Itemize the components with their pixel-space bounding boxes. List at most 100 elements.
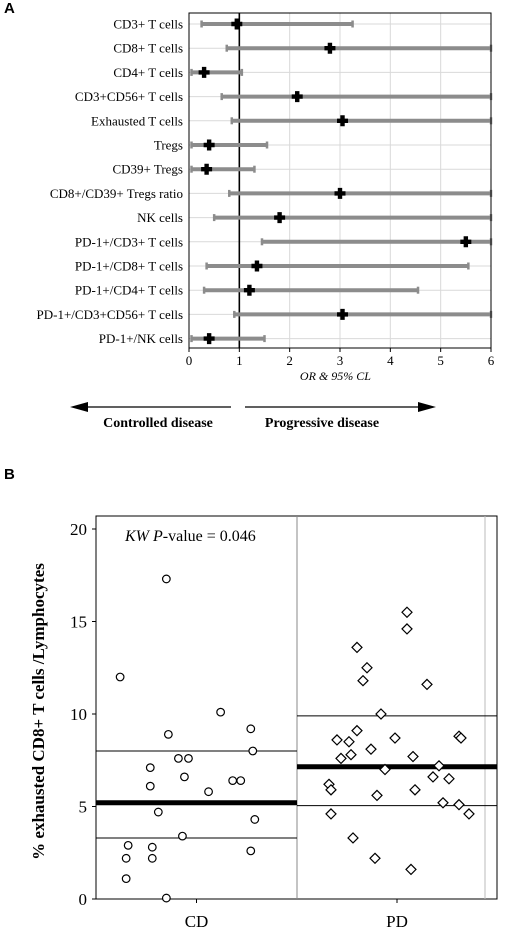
x-category-label: PD xyxy=(386,912,408,930)
row-label: CD8+/CD39+ Tregs ratio xyxy=(50,186,183,201)
cd-point xyxy=(236,776,246,786)
row-label: PD-1+/CD3+ T cells xyxy=(75,234,183,249)
controlled-disease-label: Controlled disease xyxy=(103,416,213,431)
cd-point xyxy=(121,853,131,863)
cd-point xyxy=(178,831,187,841)
panel-a-label: A xyxy=(4,0,15,17)
cd-point xyxy=(115,672,125,682)
pd-point xyxy=(335,752,347,765)
pd-point xyxy=(351,641,363,654)
x-axis-label: OR & 95% CL xyxy=(300,369,371,383)
pd-point xyxy=(375,708,387,720)
pd-point xyxy=(369,852,381,865)
or-point xyxy=(201,163,213,175)
pd-point xyxy=(409,784,421,796)
pd-point xyxy=(343,735,355,748)
row-label: PD-1+/CD8+ T cells xyxy=(75,259,183,274)
pd-point xyxy=(347,832,359,844)
pd-point xyxy=(371,789,383,802)
y-tick-label: 0 xyxy=(79,890,88,909)
or-point xyxy=(337,308,349,320)
cd-point xyxy=(204,787,213,797)
y-tick-label: 20 xyxy=(70,520,87,539)
pd-point xyxy=(325,784,337,796)
cd-point xyxy=(145,781,155,791)
pd-point xyxy=(453,798,465,811)
kw-p-italic: KW P xyxy=(124,528,163,545)
or-point xyxy=(251,260,263,272)
row-label: CD8+ T cells xyxy=(113,41,183,56)
arrow-left-head xyxy=(70,402,88,412)
row-label: CD3+CD56+ T cells xyxy=(75,89,183,104)
x-tick-label: 3 xyxy=(337,353,344,368)
or-point xyxy=(324,42,336,54)
cd-point xyxy=(123,840,133,850)
pd-point xyxy=(401,606,413,619)
row-label: PD-1+/NK cells xyxy=(99,331,183,346)
cd-point xyxy=(161,574,171,584)
x-tick-label: 5 xyxy=(437,353,444,368)
cd-point xyxy=(184,754,193,763)
row-label: CD3+ T cells xyxy=(113,17,183,32)
or-point xyxy=(231,18,243,30)
y-tick-label: 15 xyxy=(70,613,87,632)
or-point xyxy=(291,91,303,103)
cd-point xyxy=(163,729,173,739)
or-point xyxy=(460,236,472,248)
kw-p-rest: -value = 0.046 xyxy=(163,528,256,545)
pd-point xyxy=(325,808,337,820)
row-label: Tregs xyxy=(154,138,183,153)
row-label: PD-1+/CD4+ T cells xyxy=(75,283,183,298)
cd-point xyxy=(180,772,189,782)
pd-point xyxy=(345,748,357,761)
y-axis-label: % exhausted CD8+ T cells /Lymphocytes xyxy=(29,563,48,860)
arrow-right-head xyxy=(418,402,436,412)
row-label: Exhausted T cells xyxy=(91,113,183,128)
cd-point xyxy=(250,815,260,824)
or-point xyxy=(203,333,215,345)
cd-point xyxy=(145,763,155,773)
or-point xyxy=(203,139,215,151)
dot-plot: 0 5 10 15 20 % exhausted CD8+ T cells /Lympho… xyxy=(29,515,498,930)
y-tick-label: 5 xyxy=(79,798,88,817)
row-label: CD39+ Tregs xyxy=(112,162,183,177)
pd-point xyxy=(421,678,433,691)
y-tick-label: 10 xyxy=(70,705,87,724)
panel-b-label: B xyxy=(4,466,15,483)
pd-point xyxy=(389,732,401,744)
pd-point xyxy=(443,772,455,785)
cd-point xyxy=(228,776,238,786)
row-label: PD-1+/CD3+CD56+ T cells xyxy=(37,307,183,322)
pd-point xyxy=(433,759,445,772)
kw-p-value-annotation: KW P-value = 0.046 xyxy=(124,528,256,545)
progressive-disease-label: Progressive disease xyxy=(265,416,379,431)
or-point xyxy=(243,284,255,296)
cd-point xyxy=(216,707,226,717)
cd-point xyxy=(121,874,131,884)
x-tick-label: 1 xyxy=(236,353,243,368)
pd-point xyxy=(357,674,369,687)
pd-point xyxy=(365,743,377,755)
pd-point xyxy=(351,724,363,737)
cd-point xyxy=(246,724,256,734)
cd-point xyxy=(246,846,256,856)
pd-point xyxy=(427,771,439,783)
row-label: NK cells xyxy=(137,210,183,225)
x-tick-label: 6 xyxy=(488,353,495,368)
or-point xyxy=(334,187,346,199)
pd-point xyxy=(331,734,343,746)
pd-point xyxy=(463,808,475,820)
pd-point xyxy=(401,623,413,635)
pd-point xyxy=(455,732,467,744)
or-point xyxy=(198,66,210,78)
x-tick-label: 2 xyxy=(286,353,293,368)
row-label: CD4+ T cells xyxy=(113,65,183,80)
x-tick-label: 0 xyxy=(186,353,193,368)
pd-point xyxy=(405,863,417,876)
pd-point xyxy=(437,796,449,809)
cd-point xyxy=(161,893,171,903)
or-point xyxy=(274,212,286,224)
or-point xyxy=(337,115,349,127)
x-category-label: CD xyxy=(185,912,209,930)
pd-point xyxy=(379,763,391,776)
